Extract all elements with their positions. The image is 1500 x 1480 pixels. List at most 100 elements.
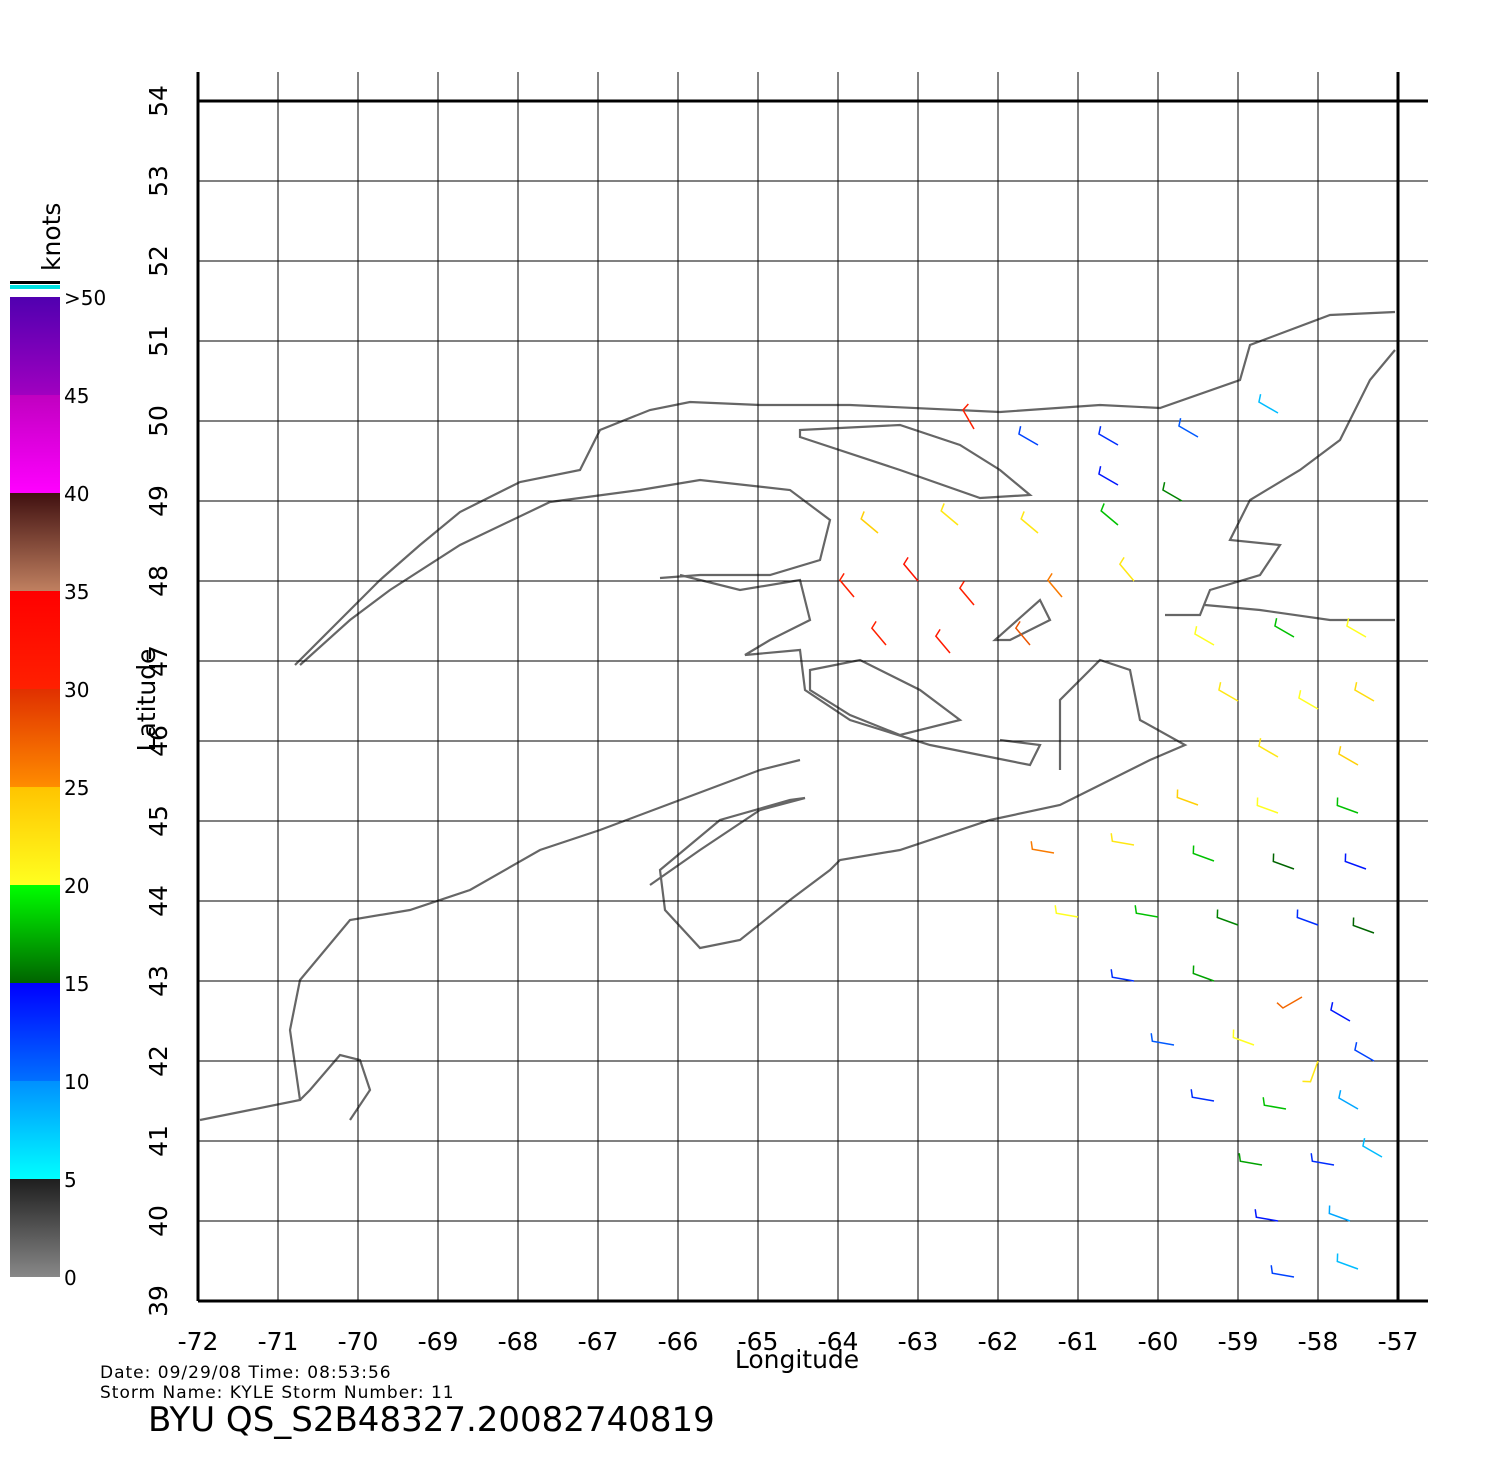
colorbar-band: [10, 689, 60, 787]
y-tick-label: 53: [144, 165, 173, 197]
x-tick-label: -58: [1298, 1327, 1339, 1356]
wind-barb: [940, 503, 959, 526]
wind-barb: [1338, 1090, 1359, 1110]
coastline: [649, 658, 1188, 950]
colorbar-tick-label: 15: [64, 972, 89, 996]
y-tick-label: 39: [144, 1285, 173, 1317]
wind-barb: [1190, 1089, 1215, 1102]
colorbar-cap: [10, 281, 60, 284]
wind-barb: [1238, 1153, 1263, 1166]
y-tick-label: 50: [144, 405, 173, 437]
wind-barb: [1346, 618, 1367, 638]
wind-barb: [1354, 682, 1375, 702]
wind-barb: [1336, 1253, 1359, 1270]
wind-barb: [1194, 626, 1215, 646]
y-tick-label: 48: [144, 565, 173, 597]
coastline: [679, 573, 1042, 767]
wind-barb: [1362, 1138, 1383, 1158]
colorbar-band: [10, 395, 60, 493]
y-tick-label: 43: [144, 965, 173, 997]
wind-barb: [1274, 618, 1295, 638]
colorbar-title: knots: [37, 203, 66, 271]
wind-barb: [1258, 738, 1279, 758]
wind-barbs: [838, 394, 1383, 1278]
coastline: [1165, 349, 1396, 617]
y-tick-label: 51: [144, 325, 173, 357]
x-tick-label: -57: [1378, 1327, 1419, 1356]
wind-barb: [1030, 841, 1055, 854]
y-tick-label: 47: [144, 645, 173, 677]
coastlines: [199, 310, 1396, 1122]
y-tick-label: 52: [144, 245, 173, 277]
wind-barb: [1110, 833, 1135, 846]
wind-barb: [1218, 682, 1239, 702]
wind-barb: [1336, 797, 1359, 814]
wind-barb: [1254, 1209, 1279, 1222]
colorbar-tick-label: >50: [64, 286, 106, 310]
y-tick-label: 46: [144, 725, 173, 757]
colorbar-band: [10, 787, 60, 885]
coastline: [299, 1053, 372, 1121]
x-tick-label: -72: [178, 1327, 219, 1356]
colorbar-tick-label: 10: [64, 1070, 89, 1094]
coastline: [808, 658, 963, 737]
x-tick-label: -62: [978, 1327, 1019, 1356]
coastline: [299, 478, 832, 666]
wind-barb: [1014, 620, 1031, 646]
wind-barb: [1134, 905, 1159, 918]
wind-barb: [1176, 789, 1199, 806]
wind-barb: [1310, 1153, 1335, 1166]
x-tick-label: -70: [338, 1327, 379, 1356]
wind-barb: [1298, 690, 1319, 710]
wind-barb: [962, 403, 975, 430]
wind-barb: [902, 556, 919, 582]
wind-barb: [1110, 969, 1135, 982]
colorbar-band: [10, 297, 60, 395]
x-tick-label: -71: [258, 1327, 299, 1356]
y-tick-label: 40: [144, 1205, 173, 1237]
coastline: [798, 423, 1033, 500]
wind-barb: [1276, 996, 1303, 1009]
wind-barb: [1256, 797, 1279, 814]
wind-barb: [1352, 917, 1375, 934]
y-tick-label: 42: [144, 1045, 173, 1077]
x-tick-label: -68: [498, 1327, 539, 1356]
wind-barb: [1354, 1042, 1375, 1062]
wind-barb: [1232, 1029, 1255, 1046]
y-tick-label: 41: [144, 1125, 173, 1157]
colorbar-tick-label: 45: [64, 384, 89, 408]
wind-barb: [1018, 426, 1039, 446]
colorbar-tick-label: 25: [64, 776, 89, 800]
wind-barb: [1262, 1097, 1287, 1110]
wind-barb: [860, 511, 879, 534]
colorbar-tick-label: 40: [64, 482, 89, 506]
wind-barb: [1270, 1265, 1295, 1278]
wind-barb: [1192, 845, 1215, 862]
colorbar-band: [10, 1081, 60, 1179]
wind-barb: [958, 580, 975, 606]
wind-barb: [870, 620, 887, 646]
x-tick-label: -65: [738, 1327, 779, 1356]
wind-barb: [1054, 905, 1079, 918]
x-tick-label: -69: [418, 1327, 459, 1356]
colorbar-band: [10, 885, 60, 983]
colorbar-cap: [10, 285, 60, 289]
colorbar-tick-label: 20: [64, 874, 89, 898]
y-tick-label: 54: [144, 85, 173, 117]
wind-barb: [1216, 909, 1239, 926]
coastline: [992, 598, 1052, 642]
colorbar-band: [10, 493, 60, 591]
wind-barb: [1118, 556, 1135, 582]
wind-barb: [1272, 853, 1295, 870]
wind-barb: [1296, 909, 1319, 926]
colorbar-tick-label: 35: [64, 580, 89, 604]
wind-barb: [1302, 1060, 1319, 1083]
wind-barb: [1258, 394, 1279, 414]
wind-barb: [1098, 426, 1119, 446]
y-tick-label: 44: [144, 885, 173, 917]
wind-barb: [1328, 1205, 1351, 1222]
colorbar-band: [10, 591, 60, 689]
x-tick-label: -67: [578, 1327, 619, 1356]
wind-barb: [1330, 1002, 1351, 1022]
